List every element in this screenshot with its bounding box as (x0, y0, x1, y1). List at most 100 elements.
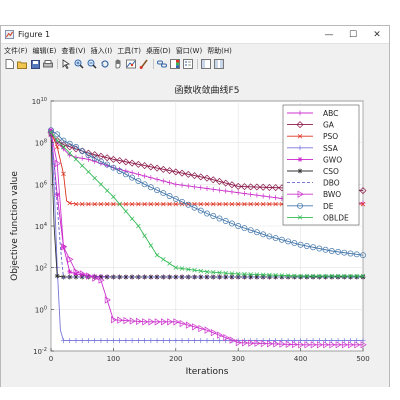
legend-item-oblde[interactable]: OBLDE (287, 213, 349, 222)
zoom-in-icon[interactable] (74, 59, 84, 69)
data-point-marker (298, 274, 304, 280)
data-point-marker (142, 233, 147, 238)
data-point-marker (111, 194, 116, 200)
legend-label: GWO (323, 155, 342, 164)
data-point-marker (54, 131, 61, 138)
data-point-marker (67, 150, 72, 156)
data-point-marker (229, 274, 235, 280)
data-point-marker (122, 158, 130, 166)
data-point-marker (197, 173, 205, 181)
legend-item-cso[interactable]: CSO (287, 167, 339, 176)
close-button[interactable]: ✕ (365, 26, 389, 43)
data-point-marker (292, 273, 297, 279)
data-point-marker (260, 193, 266, 199)
data-point-marker (61, 171, 66, 177)
legend-item-bwo[interactable]: BWO (287, 190, 341, 199)
minimize-button[interactable]: — (317, 26, 341, 43)
legend-item-ga[interactable]: GA (287, 121, 335, 130)
legend-box (282, 104, 360, 226)
data-point-marker (109, 155, 117, 163)
data-point-marker (279, 273, 285, 278)
legend-item-abc[interactable]: ABC (287, 109, 338, 118)
data-point-marker (203, 174, 211, 182)
menu-view[interactable]: 查看(V) (61, 46, 86, 55)
data-point-marker (229, 201, 235, 207)
convergence-chart[interactable]: 0 100 200 300 400 50010-21001021041061081010 … (1, 71, 389, 387)
menu-tools[interactable]: 工具(T) (117, 46, 141, 55)
data-point-marker (111, 201, 116, 207)
pan-icon[interactable] (113, 59, 123, 69)
legend-item-gwo[interactable]: GWO (287, 155, 342, 164)
data-point-marker (61, 243, 68, 251)
hide-plot-tools-icon[interactable] (201, 59, 211, 69)
data-point-marker (266, 194, 272, 200)
data-point-marker (123, 201, 129, 207)
data-point-marker (73, 274, 79, 280)
legend-item-dbo[interactable]: DBO (287, 179, 340, 188)
legend-icon[interactable] (183, 59, 193, 69)
data-point-marker (292, 340, 299, 349)
data-point-marker (98, 182, 104, 187)
rotate-3d-icon[interactable] (100, 59, 110, 69)
maximize-button[interactable]: ☐ (341, 26, 365, 43)
colorbar-icon[interactable] (170, 59, 180, 69)
data-point-marker (142, 173, 148, 179)
menu-help[interactable]: 帮助(H) (207, 46, 232, 55)
brush-icon[interactable] (139, 59, 149, 69)
data-point-marker (223, 270, 228, 276)
data-point-marker (111, 316, 118, 324)
data-point-marker (279, 274, 285, 280)
menu-file[interactable]: 文件(F) (4, 46, 28, 55)
save-icon[interactable] (30, 59, 40, 69)
menu-window[interactable]: 窗口(W) (175, 46, 203, 55)
legend[interactable]: ABC GA PSO SSA GWO CSO DBO BWO DE OBLDE (282, 104, 360, 226)
zoom-out-icon[interactable] (87, 59, 97, 69)
new-figure-icon[interactable] (4, 59, 14, 69)
data-point-marker (229, 336, 236, 344)
edit-plot-icon[interactable] (61, 59, 71, 69)
data-point-marker (172, 195, 179, 202)
show-plot-tools-icon[interactable] (214, 59, 224, 69)
menu-edit[interactable]: 编辑(E) (32, 46, 57, 55)
data-point-marker (360, 201, 366, 207)
data-point-marker (316, 245, 323, 252)
data-point-marker (148, 243, 154, 248)
legend-item-pso[interactable]: PSO (287, 132, 338, 141)
data-point-marker (92, 274, 99, 282)
legend-swatch-marker (297, 145, 303, 151)
data-point-marker (304, 341, 311, 349)
print-icon[interactable] (43, 59, 53, 69)
data-point-marker (341, 341, 348, 349)
data-point-marker (98, 201, 104, 207)
data-point-marker (216, 338, 222, 344)
data-point-marker (348, 273, 353, 279)
menu-insert[interactable]: 插入(I) (90, 46, 113, 55)
data-point-marker (135, 338, 141, 344)
link-icon[interactable] (157, 59, 167, 69)
data-cursor-icon[interactable] (126, 59, 136, 69)
data-point-marker (134, 160, 142, 168)
data-point-marker (60, 137, 67, 144)
data-point-marker (323, 273, 328, 279)
data-point-marker (215, 177, 223, 185)
series-dbo (50, 132, 363, 279)
open-file-icon[interactable] (17, 59, 27, 69)
data-point-marker (167, 318, 174, 326)
data-point-marker (360, 252, 366, 259)
data-point-marker (53, 137, 61, 145)
series-line (50, 132, 364, 192)
y-tick-label: 102 (35, 264, 47, 273)
data-point-marker (54, 159, 61, 168)
y-tick-label: 100 (35, 305, 47, 314)
data-point-marker (86, 272, 93, 280)
data-point-marker (360, 338, 366, 344)
data-point-marker (204, 326, 211, 334)
series-de (48, 127, 366, 259)
data-point-marker (254, 339, 261, 347)
menu-desktop[interactable]: 桌面(D) (145, 46, 171, 55)
data-point-marker (204, 186, 210, 191)
legend-item-de[interactable]: DE (287, 202, 334, 211)
data-point-marker (229, 189, 235, 195)
data-point-marker (285, 273, 291, 278)
legend-item-ssa[interactable]: SSA (287, 144, 339, 153)
